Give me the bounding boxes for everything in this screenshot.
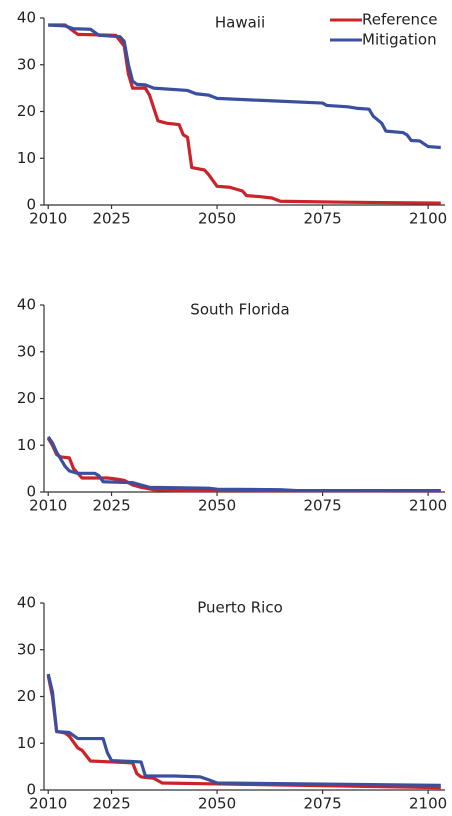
- x-tick-label: 2100: [409, 210, 447, 228]
- x-tick-label: 2010: [29, 497, 67, 515]
- x-tick-label: 2050: [198, 795, 236, 813]
- x-tick-label: 2050: [198, 497, 236, 515]
- x-tick-label: 2050: [198, 210, 236, 228]
- series-line: [46, 673, 441, 787]
- y-tick-label: 0: [26, 781, 36, 799]
- x-tick-label: 2010: [29, 795, 67, 813]
- legend-label: Mitigation: [362, 31, 437, 49]
- y-tick-label: 20: [17, 102, 36, 120]
- y-tick-label: 30: [17, 55, 36, 73]
- y-tick-label: 10: [17, 149, 36, 167]
- panel-title: Puerto Rico: [197, 599, 283, 617]
- x-tick-label: 2010: [29, 210, 67, 228]
- legend-label: Reference: [362, 11, 438, 29]
- y-tick-label: 30: [17, 342, 36, 360]
- y-tick-label: 20: [17, 687, 36, 705]
- y-tick-label: 40: [17, 296, 36, 314]
- panel-title: South Florida: [190, 301, 289, 319]
- y-tick-label: 40: [17, 594, 36, 612]
- y-tick-label: 10: [17, 734, 36, 752]
- x-tick-label: 2075: [303, 497, 341, 515]
- series-line: [48, 23, 441, 205]
- panel-title: Hawaii: [215, 14, 265, 32]
- series-line: [48, 23, 441, 150]
- y-tick-label: 0: [26, 483, 36, 501]
- x-tick-label: 2025: [92, 210, 130, 228]
- x-tick-label: 2025: [92, 497, 130, 515]
- x-tick-label: 2075: [303, 210, 341, 228]
- x-tick-label: 2100: [409, 795, 447, 813]
- x-tick-label: 2075: [303, 795, 341, 813]
- y-tick-label: 0: [26, 196, 36, 214]
- series-line: [46, 675, 441, 790]
- x-tick-label: 2100: [409, 497, 447, 515]
- y-tick-label: 40: [17, 9, 36, 27]
- y-tick-label: 20: [17, 389, 36, 407]
- y-tick-label: 30: [17, 640, 36, 658]
- x-tick-label: 2025: [92, 795, 130, 813]
- series-line: [46, 435, 441, 493]
- y-tick-label: 10: [17, 436, 36, 454]
